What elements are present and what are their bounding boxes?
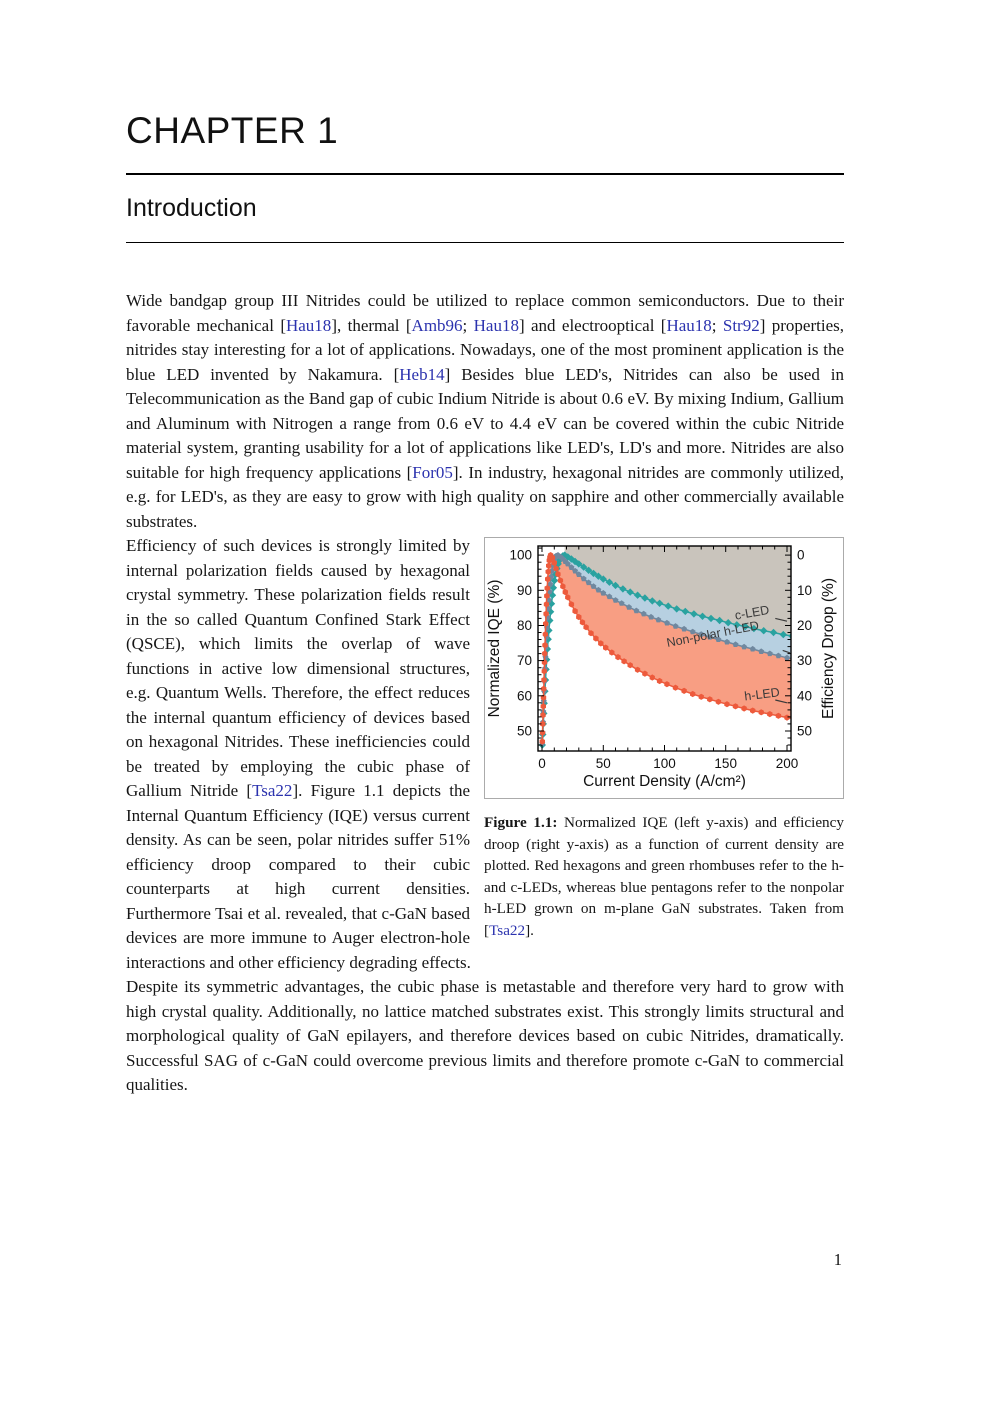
paragraph-figure-wrap: 0 50 100 150 200 50 60 70 80 90 100 0 10 20 30 40 50 Curr…	[126, 534, 844, 975]
figure-caption: Figure 1.1: Normalized IQE (left y-axis)…	[484, 812, 844, 942]
citation-link[interactable]: Hau18	[285, 315, 332, 335]
svg-text:60: 60	[517, 688, 532, 703]
text-run: ] and electrooptical [	[518, 315, 667, 335]
heading-rule-bottom	[126, 242, 844, 243]
svg-text:0: 0	[797, 548, 805, 563]
chapter-title: Introduction	[126, 194, 257, 222]
caption-label: Figure 1.1:	[484, 814, 558, 831]
heading-rule-top	[126, 173, 844, 175]
svg-text:Normalized IQE (%): Normalized IQE (%)	[486, 580, 503, 718]
page-number: 1	[833, 1250, 842, 1269]
iqe-droop-chart: 0 50 100 150 200 50 60 70 80 90 100 0 10 20 30 40 50 Curr…	[485, 538, 843, 798]
citation-link[interactable]: Amb96	[411, 315, 463, 335]
svg-text:200: 200	[776, 756, 799, 771]
svg-text:10: 10	[797, 583, 812, 598]
text-run: ;	[462, 315, 474, 335]
chapter-kicker: CHAPTER 1	[126, 110, 339, 151]
svg-text:c-LED: c-LED	[734, 603, 771, 623]
svg-text:40: 40	[797, 688, 812, 703]
text-run: ].	[525, 921, 534, 939]
svg-text:30: 30	[797, 653, 812, 668]
svg-text:50: 50	[596, 756, 611, 771]
text-run: Despite its symmetric advantages, the cu…	[126, 977, 844, 1094]
text-run: Wide bandgap group III Nitrides could be…	[126, 291, 844, 335]
svg-text:20: 20	[797, 618, 812, 633]
svg-text:90: 90	[517, 583, 532, 598]
text-run: ]. Figure 1.1 depicts the Internal Quant…	[126, 781, 471, 972]
text-run: Efficiency of such devices is strongly l…	[126, 536, 470, 800]
paragraph-2: Efficiency of such devices is strongly l…	[126, 534, 844, 975]
body-text: Wide bandgap group III Nitrides could be…	[126, 289, 844, 1098]
svg-text:150: 150	[714, 756, 737, 771]
citation-link[interactable]: Heb14	[399, 364, 445, 384]
citation-link[interactable]: Tsa22	[252, 781, 293, 800]
paragraph-1: Wide bandgap group III Nitrides could be…	[126, 289, 844, 534]
text-run: ]. In industry, hexagonal nitrides are c…	[126, 462, 844, 531]
svg-text:Current Density (A/cm²): Current Density (A/cm²)	[583, 773, 746, 790]
figure-1-1: 0 50 100 150 200 50 60 70 80 90 100 0 10 20 30 40 50 Curr…	[484, 537, 844, 942]
svg-text:70: 70	[517, 653, 532, 668]
svg-text:h-LED: h-LED	[744, 685, 781, 703]
citation-link[interactable]: Hau18	[666, 315, 712, 335]
svg-text:50: 50	[797, 724, 812, 739]
citation-link[interactable]: For05	[412, 462, 453, 482]
svg-text:100: 100	[509, 548, 532, 563]
text-run: Normalized IQE (left y-axis) and efficie…	[484, 814, 844, 939]
svg-text:50: 50	[517, 724, 532, 739]
svg-text:0: 0	[538, 756, 546, 771]
svg-text:Efficiency Droop (%): Efficiency Droop (%)	[820, 578, 837, 719]
svg-text:80: 80	[517, 618, 532, 633]
citation-link[interactable]: Str92	[722, 315, 760, 335]
chart-frame: 0 50 100 150 200 50 60 70 80 90 100 0 10 20 30 40 50 Curr…	[484, 537, 844, 799]
text-run: ], thermal [	[331, 315, 412, 335]
text-run: ] Besides blue LED's, Nitrides can also …	[126, 364, 845, 482]
paragraph-3: Despite its symmetric advantages, the cu…	[126, 975, 844, 1098]
text-run: ;	[711, 315, 723, 335]
page-content: CHAPTER 1 Introduction Wide bandgap grou…	[126, 0, 844, 1098]
citation-link[interactable]: Hau18	[473, 315, 519, 335]
svg-text:100: 100	[653, 756, 676, 771]
citation-link[interactable]: Tsa22	[489, 921, 526, 939]
text-run: ] properties, nitrides stay interesting …	[126, 315, 844, 384]
